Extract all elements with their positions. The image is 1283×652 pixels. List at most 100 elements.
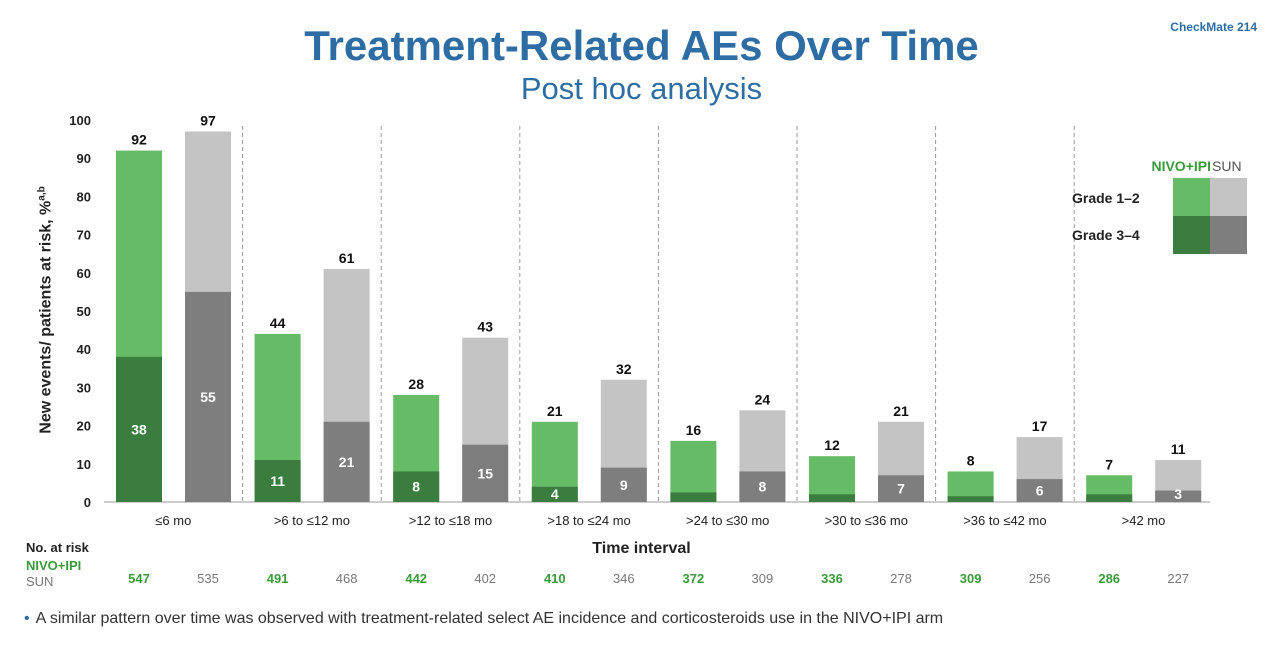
data-label-sun-grade34: 7 [897,481,905,497]
bar-nivo-ipi-grade34 [947,496,994,502]
study-badge: CheckMate 214 [1170,20,1257,34]
at-risk-nivo-label: NIVO+IPI [26,558,82,573]
legend-swatch-sun-grade12 [1210,178,1247,216]
y-tick-label: 50 [77,304,91,319]
y-tick-label: 80 [77,189,91,204]
bar-nivo-ipi-grade34 [393,471,440,502]
data-label-nivo-ipi-total: 21 [547,403,563,419]
legend-swatch-nivo-grade34 [1173,216,1210,254]
at-risk-nivo-value: 442 [405,571,427,586]
y-tick-label: 0 [84,495,91,510]
data-label-sun-total: 11 [1171,441,1186,457]
data-label-sun-grade34: 21 [339,454,355,470]
x-tick-label: >42 mo [1122,513,1166,528]
data-label-nivo-ipi-total: 44 [270,315,286,331]
at-risk-nivo-value: 547 [128,571,150,586]
legend-grade12-label: Grade 1–2 [1072,190,1140,206]
data-label-nivo-ipi-total: 28 [408,376,424,392]
bar-sun-grade34 [1016,479,1063,502]
bar-nivo-ipi-grade34 [809,494,855,502]
bar-nivo-ipi-grade34 [254,459,301,502]
at-risk-sun-label: SUN [26,574,54,589]
data-label-nivo-ipi-total: 12 [824,437,840,453]
bar-nivo-ipi-grade34 [531,486,578,502]
data-label-nivo-ipi-grade34: 38 [131,421,147,437]
legend-grade34-label: Grade 3–4 [1072,227,1140,243]
data-label-nivo-ipi-total: 7 [1105,456,1113,472]
chart-title: Treatment-Related AEs Over Time [304,22,979,69]
x-tick-label: >36 to ≤42 mo [963,513,1046,528]
bar-sun-grade34 [462,444,509,502]
legend-swatch-nivo-grade12 [1173,178,1210,216]
data-label-sun-total: 97 [200,112,216,128]
x-axis-label: Time interval [592,540,691,557]
x-tick-label: >6 to ≤12 mo [274,513,350,528]
at-risk-nivo-value: 309 [960,571,982,586]
data-label-sun-grade34: 15 [477,465,493,481]
footnote: • A similar pattern over time was observe… [24,610,943,628]
y-tick-label: 60 [77,266,91,281]
at-risk-sun-value: 402 [474,571,496,586]
at-risk-title: No. at risk [26,540,89,555]
at-risk-sun-value: 468 [336,571,358,586]
x-tick-label: >30 to ≤36 mo [825,513,908,528]
y-tick-label: 40 [77,342,91,357]
data-label-sun-total: 61 [339,250,355,266]
y-tick-label: 20 [77,419,91,434]
data-label-sun-grade34: 3 [1174,486,1182,502]
legend-sun-header: SUN [1212,158,1242,174]
data-label-nivo-ipi-total: 8 [967,452,975,468]
data-label-sun-grade34: 9 [620,477,628,493]
bullet-icon: • [24,610,30,627]
at-risk-sun-value: 535 [197,571,219,586]
x-tick-label: >18 to ≤24 mo [547,513,630,528]
bar-nivo-ipi-grade34 [1086,494,1133,502]
bar-sun-grade34 [739,471,786,502]
at-risk-sun-value: 256 [1029,571,1051,586]
data-label-sun-total: 32 [616,361,632,377]
data-label-sun-grade34: 6 [1036,483,1044,499]
at-risk-nivo-value: 410 [544,571,566,586]
data-label-sun-total: 43 [477,319,493,335]
at-risk-nivo-value: 286 [1098,571,1120,586]
bar-sun-grade34 [600,467,647,502]
at-risk-sun-value: 278 [890,571,912,586]
legend: NIVO+IPI SUN Grade 1–2 Grade 3–4 [1072,158,1252,268]
data-label-nivo-ipi-grade34: 11 [270,473,285,489]
y-tick-label: 100 [69,113,91,128]
at-risk-nivo-value: 336 [821,571,843,586]
data-label-sun-total: 21 [893,403,909,419]
at-risk-nivo-value: 491 [267,571,289,586]
footnote-text: A similar pattern over time was observed… [35,610,944,627]
bar-sun-grade34 [878,475,924,502]
bar-sun-grade34 [185,291,231,502]
data-label-sun-grade34: 8 [759,479,767,495]
x-tick-label: >12 to ≤18 mo [409,513,492,528]
at-risk-nivo-value: 372 [683,571,705,586]
bar-nivo-ipi-grade34 [116,356,162,502]
y-tick-label: 70 [77,228,91,243]
x-tick-label: >24 to ≤30 mo [686,513,769,528]
bar-nivo-ipi-grade12 [670,440,717,502]
legend-swatch-sun-grade34 [1210,216,1247,254]
legend-nivo-header: NIVO+IPI [1151,158,1211,174]
data-label-nivo-ipi-grade34: 8 [412,479,420,495]
at-risk-sun-value: 346 [613,571,635,586]
at-risk-sun-value: 227 [1167,571,1189,586]
bar-sun-grade34 [1155,490,1202,502]
x-tick-label: ≤6 mo [155,513,191,528]
y-tick-label: 10 [77,457,91,472]
data-label-sun-total: 17 [1032,418,1048,434]
at-risk-sun-value: 309 [752,571,774,586]
data-label-nivo-ipi-total: 16 [686,422,702,438]
y-tick-label: 90 [77,151,91,166]
data-label-nivo-ipi-total: 92 [131,132,147,148]
y-tick-label: 30 [77,380,91,395]
data-label-nivo-ipi-grade34: 4 [551,486,559,502]
bar-sun-grade34 [323,421,370,502]
chart-subtitle: Post hoc analysis [520,71,763,106]
bar-nivo-ipi-grade34 [670,492,717,502]
data-label-sun-total: 24 [755,391,771,407]
data-label-sun-grade34: 55 [200,389,216,405]
